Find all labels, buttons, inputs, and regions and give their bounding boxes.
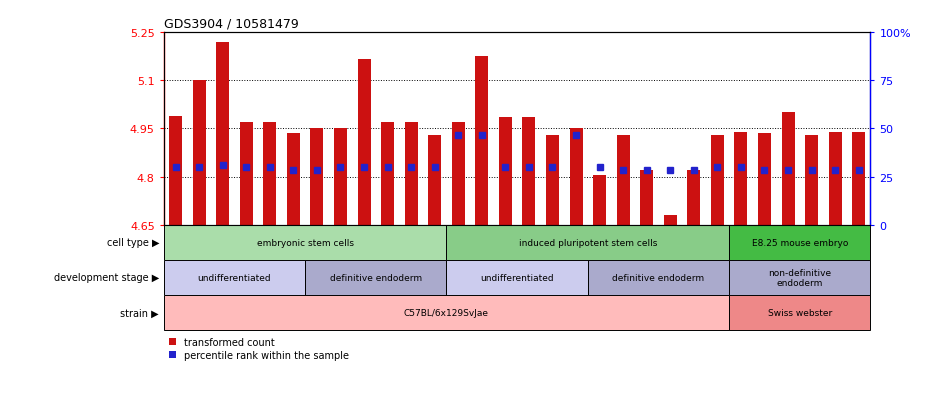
Bar bbox=[758, 134, 771, 225]
Bar bbox=[828, 132, 841, 225]
Text: undifferentiated: undifferentiated bbox=[480, 273, 554, 282]
Text: undifferentiated: undifferentiated bbox=[197, 273, 271, 282]
Bar bbox=[358, 60, 371, 225]
Text: cell type ▶: cell type ▶ bbox=[107, 237, 159, 248]
Text: Swiss webster: Swiss webster bbox=[768, 309, 832, 317]
Bar bbox=[446, 260, 588, 295]
Bar bbox=[286, 134, 300, 225]
Bar bbox=[617, 135, 630, 225]
Bar bbox=[782, 113, 795, 225]
Text: GDS3904 / 10581479: GDS3904 / 10581479 bbox=[164, 17, 299, 31]
Bar bbox=[311, 129, 324, 225]
Bar bbox=[664, 216, 677, 225]
Bar bbox=[475, 57, 489, 225]
Text: definitive endoderm: definitive endoderm bbox=[329, 273, 422, 282]
Bar bbox=[446, 225, 729, 260]
Text: C57BL/6x129SvJae: C57BL/6x129SvJae bbox=[404, 309, 489, 317]
Bar bbox=[805, 135, 818, 225]
Text: E8.25 mouse embryo: E8.25 mouse embryo bbox=[752, 238, 848, 247]
Bar bbox=[729, 225, 870, 260]
Bar bbox=[263, 123, 276, 225]
Bar bbox=[710, 135, 724, 225]
Bar bbox=[593, 176, 607, 225]
Bar bbox=[305, 260, 446, 295]
Bar bbox=[428, 135, 441, 225]
Bar bbox=[381, 123, 394, 225]
Bar bbox=[452, 123, 465, 225]
Bar bbox=[164, 225, 446, 260]
Text: development stage ▶: development stage ▶ bbox=[54, 273, 159, 283]
Bar bbox=[193, 81, 206, 225]
Text: definitive endoderm: definitive endoderm bbox=[612, 273, 705, 282]
Bar bbox=[569, 129, 582, 225]
Bar bbox=[735, 132, 748, 225]
Text: non-definitive
endoderm: non-definitive endoderm bbox=[768, 268, 831, 287]
Bar bbox=[640, 171, 653, 225]
Bar bbox=[729, 260, 870, 295]
Bar bbox=[404, 123, 417, 225]
Bar bbox=[729, 295, 870, 330]
Bar bbox=[852, 132, 865, 225]
Bar bbox=[546, 135, 559, 225]
Bar bbox=[588, 260, 729, 295]
Bar bbox=[240, 123, 253, 225]
Bar bbox=[164, 260, 305, 295]
Bar bbox=[216, 43, 229, 225]
Bar bbox=[687, 171, 700, 225]
Text: induced pluripotent stem cells: induced pluripotent stem cells bbox=[519, 238, 657, 247]
Bar bbox=[169, 116, 183, 225]
Bar bbox=[499, 118, 512, 225]
Bar bbox=[334, 129, 347, 225]
Text: embryonic stem cells: embryonic stem cells bbox=[256, 238, 354, 247]
Legend: transformed count, percentile rank within the sample: transformed count, percentile rank withi… bbox=[168, 337, 349, 360]
Bar bbox=[522, 118, 535, 225]
Text: strain ▶: strain ▶ bbox=[121, 308, 159, 318]
Bar bbox=[164, 295, 729, 330]
